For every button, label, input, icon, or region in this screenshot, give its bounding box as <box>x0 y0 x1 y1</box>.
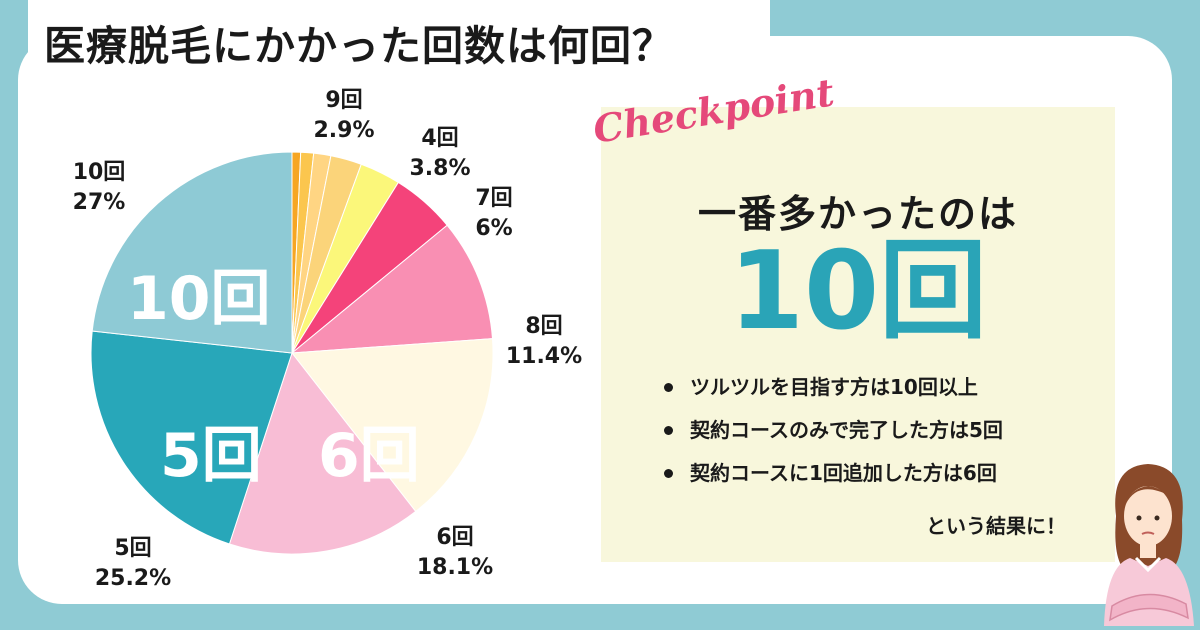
title-backdrop <box>28 0 770 78</box>
slice-label-9: 9回 2.9% <box>313 88 375 143</box>
slice-label-6: 6回 18.1% <box>416 525 494 580</box>
checkpoint-closing: という結果に！ <box>926 514 1066 538</box>
slice-big-label-10: 10回 <box>127 264 271 334</box>
checkpoint-headline: 一番多かったのは <box>697 192 1018 236</box>
slice-label-4: 4回 3.8% <box>409 126 471 181</box>
pie-chart <box>90 151 494 555</box>
chart-title: 医療脱毛にかかった回数は何回？ <box>44 22 674 70</box>
checkpoint-panel <box>601 107 1115 562</box>
pie-slice-9 <box>90 330 293 545</box>
checkpoint-bullets: ツルツルを目指す方は10回以上 契約コースのみで完了した方は5回 契約コースに1… <box>660 372 1003 501</box>
pie-slice-7 <box>291 338 494 513</box>
slice-label-5: 5回 25.2% <box>94 536 172 591</box>
slice-label-7: 7回 6% <box>475 186 513 241</box>
bullet-item: 契約コースに1回追加した方は6回 <box>660 458 1003 501</box>
bullet-item: ツルツルを目指す方は10回以上 <box>660 372 1003 415</box>
slice-big-label-6: 6回 <box>318 421 420 491</box>
slice-label-10: 10回 27% <box>72 160 126 215</box>
slice-label-8: 8回 11.4% <box>505 314 583 369</box>
checkpoint-answer: 10回 <box>728 229 988 354</box>
bullet-item: 契約コースのみで完了した方は5回 <box>660 415 1003 458</box>
woman-illustration-icon <box>1104 464 1194 626</box>
pie-slice-6 <box>290 224 494 354</box>
slice-big-label-5: 5回 <box>160 421 262 491</box>
pie-slice-10 <box>91 151 293 354</box>
